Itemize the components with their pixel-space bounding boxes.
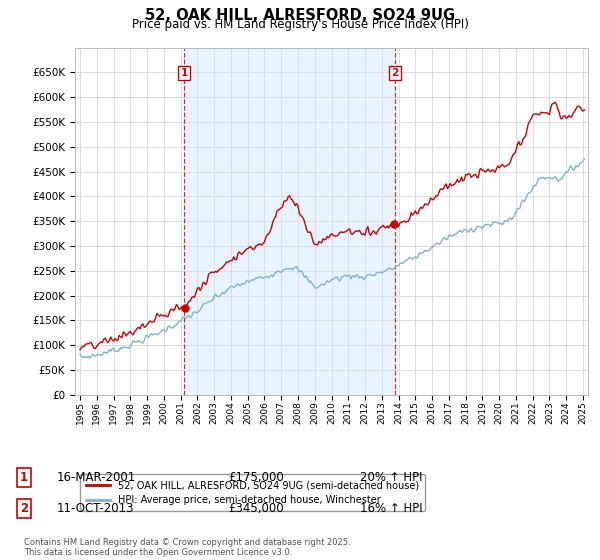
Bar bbox=[184, 48, 395, 395]
Text: 11-OCT-2013: 11-OCT-2013 bbox=[57, 502, 134, 515]
Legend: 52, OAK HILL, ALRESFORD, SO24 9UG (semi-detached house), HPI: Average price, sem: 52, OAK HILL, ALRESFORD, SO24 9UG (semi-… bbox=[80, 474, 425, 511]
Text: 16% ↑ HPI: 16% ↑ HPI bbox=[360, 502, 422, 515]
Text: Contains HM Land Registry data © Crown copyright and database right 2025.
This d: Contains HM Land Registry data © Crown c… bbox=[24, 538, 350, 557]
Text: 20% ↑ HPI: 20% ↑ HPI bbox=[360, 470, 422, 484]
Text: 52, OAK HILL, ALRESFORD, SO24 9UG: 52, OAK HILL, ALRESFORD, SO24 9UG bbox=[145, 8, 455, 24]
Text: £345,000: £345,000 bbox=[228, 502, 284, 515]
Text: 16-MAR-2001: 16-MAR-2001 bbox=[57, 470, 136, 484]
Text: 1: 1 bbox=[20, 470, 28, 484]
Text: 2: 2 bbox=[391, 68, 398, 78]
Text: 1: 1 bbox=[181, 68, 188, 78]
Text: Price paid vs. HM Land Registry's House Price Index (HPI): Price paid vs. HM Land Registry's House … bbox=[131, 18, 469, 31]
Text: 2: 2 bbox=[20, 502, 28, 515]
Text: £175,000: £175,000 bbox=[228, 470, 284, 484]
